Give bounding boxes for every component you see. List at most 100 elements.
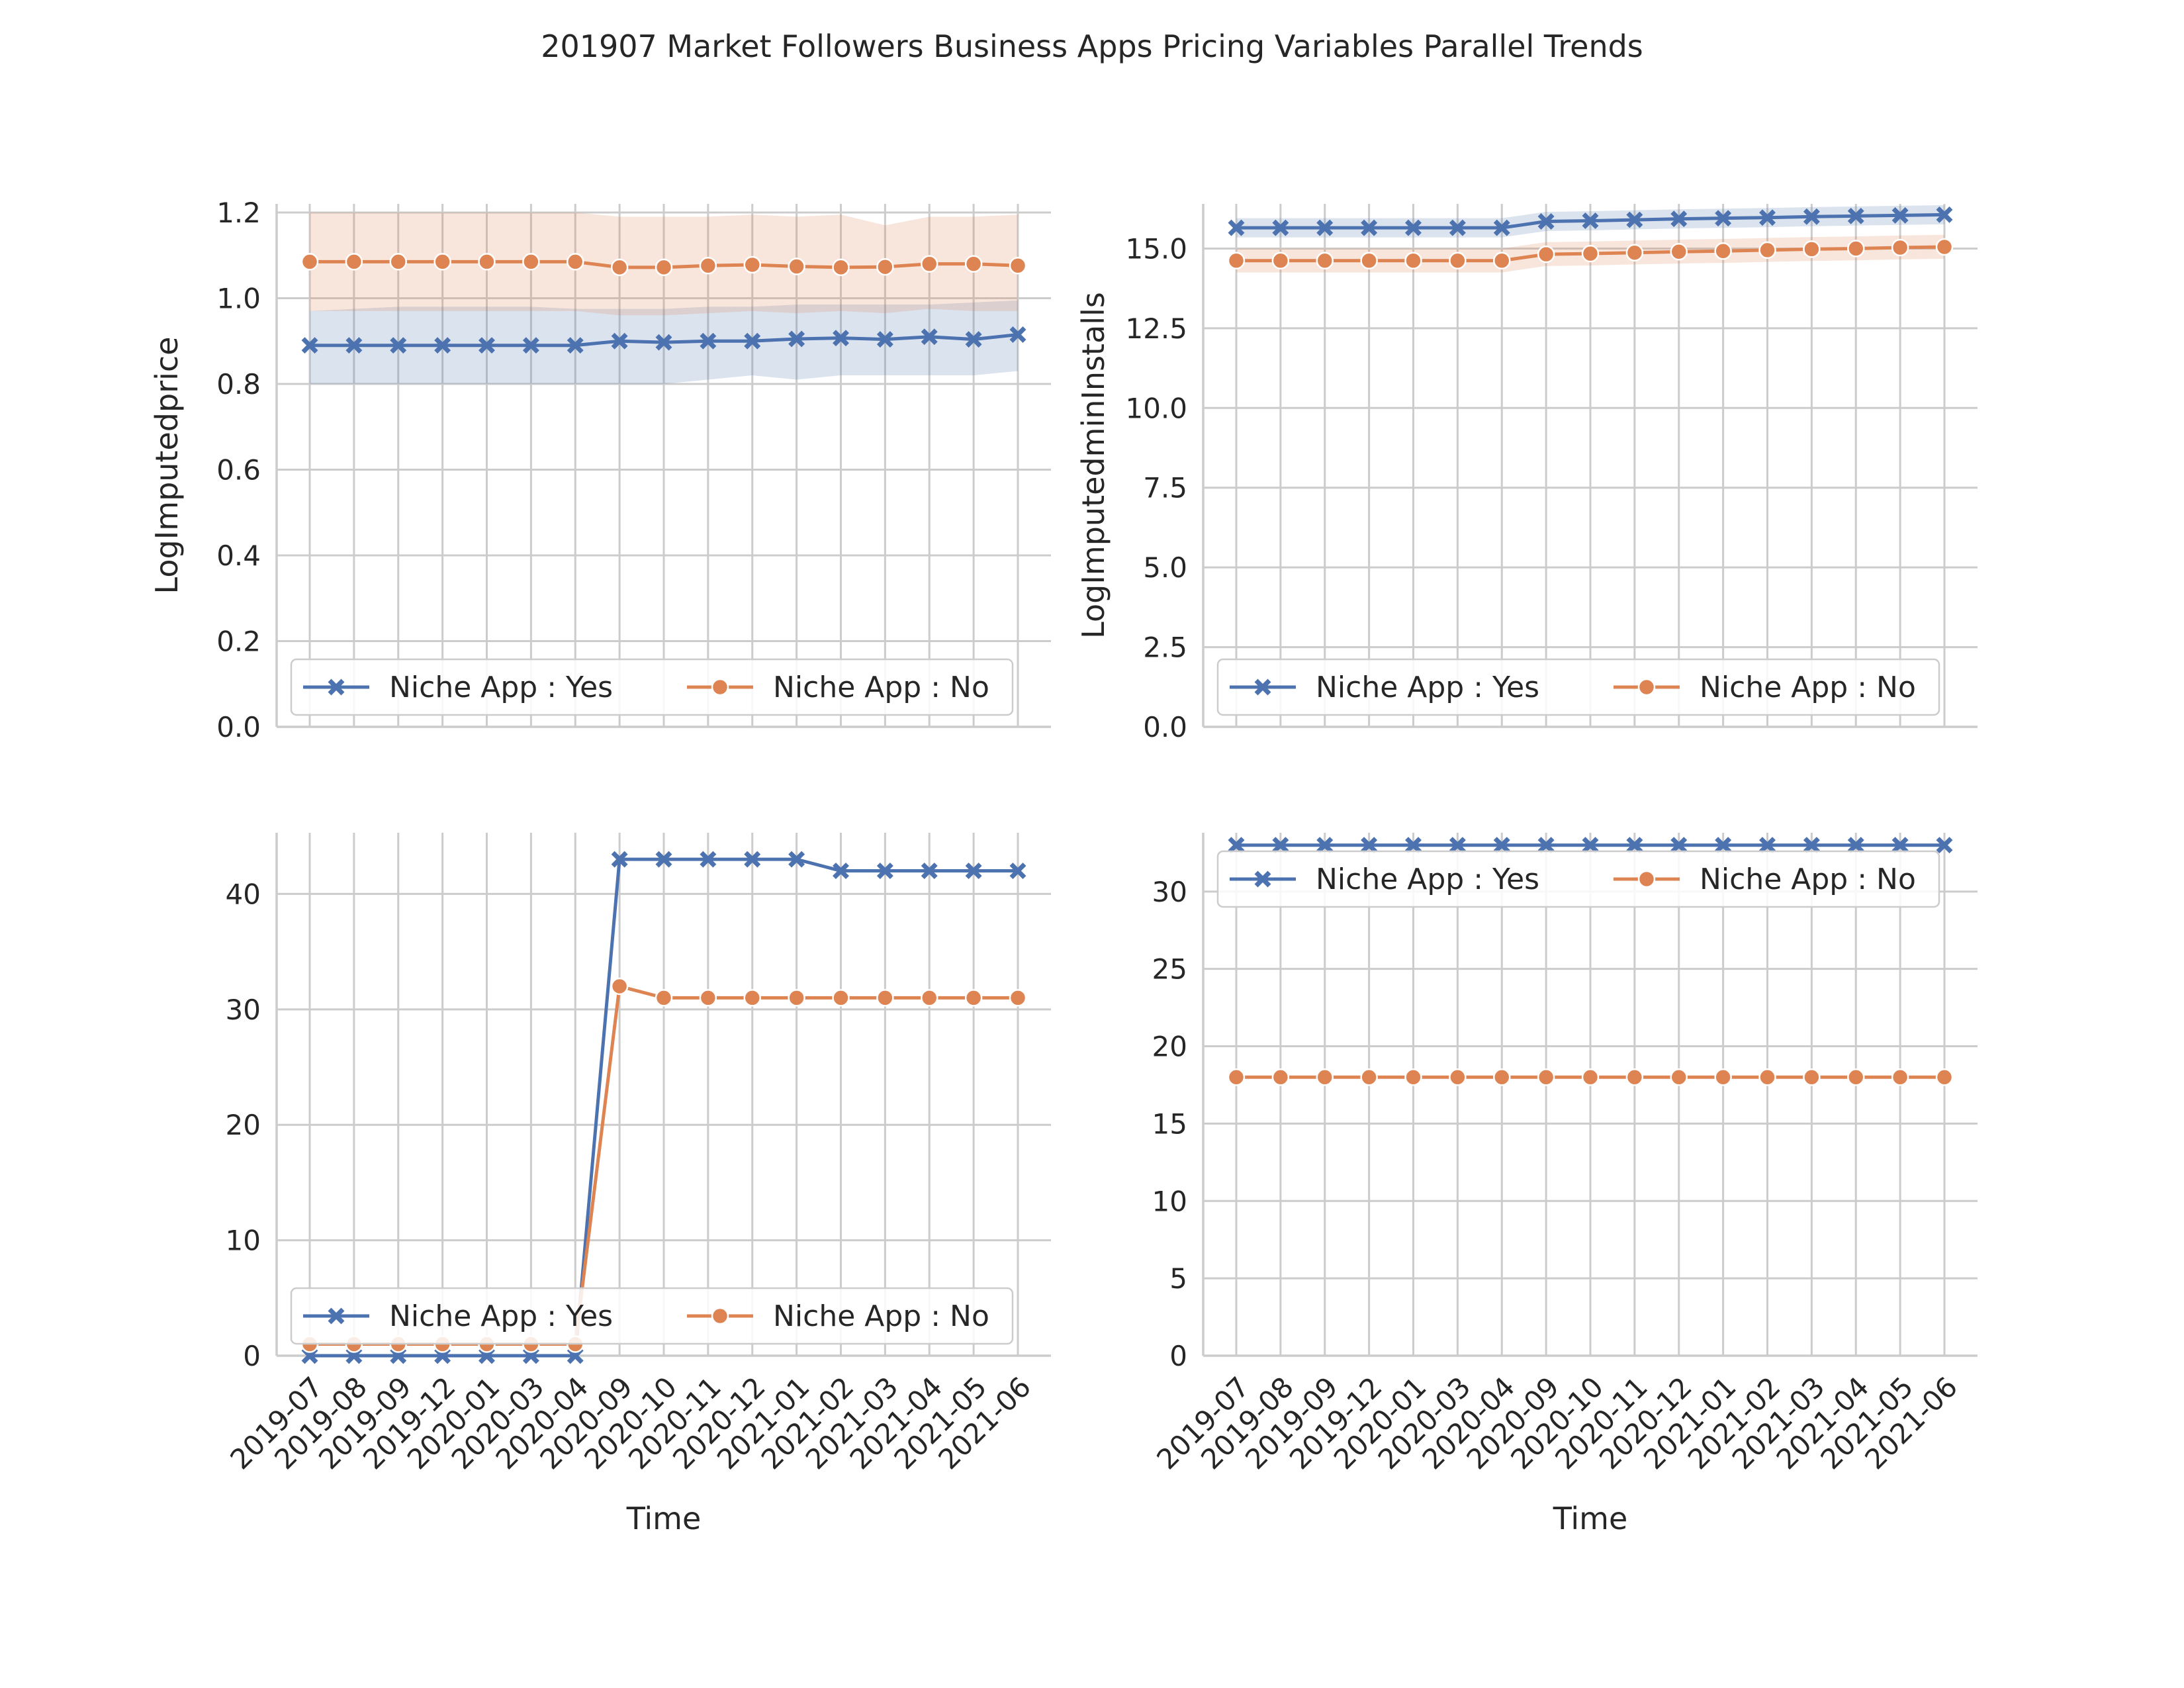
legend-box	[1216, 658, 1940, 716]
data-point-no	[1360, 252, 1378, 269]
data-point-yes	[833, 863, 849, 880]
data-point-yes	[1361, 219, 1378, 236]
x-axis-label: Time	[626, 1501, 702, 1536]
grid	[1203, 204, 1978, 728]
data-point-no	[1537, 245, 1555, 263]
data-point-no	[300, 253, 319, 271]
data-point-no	[832, 258, 850, 277]
series-no	[1227, 238, 1954, 269]
y-tick-label: 0.0	[1143, 711, 1187, 743]
y-tick-label: 1.0	[216, 282, 261, 314]
y-tick-label: 0.6	[216, 453, 261, 486]
data-point-yes	[1759, 837, 1776, 854]
data-point-yes	[1936, 837, 1953, 854]
data-point-yes	[1759, 209, 1776, 226]
legend-label: Niche App : Yes	[389, 671, 613, 704]
data-point-yes	[1009, 863, 1026, 880]
subplots: 0.0 0.2 0.4 0.6 0.8 1.0 1.2 LogImputedprice Nich…	[149, 197, 1978, 1536]
data-point-yes	[1891, 207, 1909, 224]
data-point-no	[876, 258, 894, 276]
data-point-yes	[1715, 837, 1732, 854]
data-point-yes	[744, 851, 761, 868]
data-point-no	[832, 989, 850, 1007]
y-tick-label: 30	[226, 994, 261, 1026]
y-tick-label: 0.0	[216, 711, 261, 743]
y-tick-label: 10	[226, 1225, 261, 1257]
y-tick-label: 1.2	[216, 197, 261, 229]
data-point-yes	[390, 337, 407, 354]
data-point-yes	[1228, 837, 1245, 854]
data-point-yes	[522, 337, 539, 354]
data-point-yes	[1316, 219, 1334, 236]
data-point-yes	[1493, 837, 1510, 854]
data-point-no	[522, 253, 540, 271]
y-axis-label: LogImputedminInstalls	[1075, 292, 1111, 639]
data-point-no	[1227, 1068, 1246, 1086]
data-point-yes	[1405, 219, 1422, 236]
data-point-no	[1847, 1068, 1865, 1086]
data-point-yes	[788, 330, 805, 348]
series-yes	[1228, 206, 1953, 236]
data-point-no	[743, 989, 761, 1007]
data-point-no	[1581, 244, 1600, 263]
series-no	[1227, 1068, 1954, 1086]
data-point-no	[345, 253, 363, 271]
data-point-no	[921, 255, 938, 273]
data-point-yes	[1361, 837, 1378, 854]
data-point-no	[1625, 1068, 1644, 1086]
data-point-no	[1493, 1068, 1511, 1086]
data-point-yes	[1670, 211, 1688, 228]
data-point-no	[1803, 240, 1821, 258]
y-tick-label: 15.0	[1125, 232, 1187, 265]
subplot-3: 0102030402019-072019-082019-092019-12202…	[224, 833, 1051, 1536]
data-point-no	[1625, 244, 1644, 261]
data-point-yes	[434, 337, 451, 354]
legend-label: Niche App : Yes	[1316, 863, 1539, 896]
data-point-no	[1449, 252, 1467, 269]
data-point-yes	[1316, 837, 1334, 854]
y-tick-label: 15	[1152, 1107, 1187, 1140]
legend-label: Niche App : No	[773, 1299, 989, 1333]
x-axis-label: Time	[1553, 1501, 1628, 1536]
y-tick-label: 20	[226, 1109, 261, 1141]
legend-marker	[1254, 679, 1271, 696]
data-point-no	[1935, 1068, 1954, 1086]
chart-title: 201907 Market Followers Business Apps Pr…	[541, 28, 1643, 64]
data-point-no	[1271, 1068, 1290, 1086]
data-point-no	[1316, 1068, 1334, 1086]
y-tick-label: 0	[1169, 1340, 1187, 1372]
data-point-yes	[1803, 837, 1820, 854]
data-point-yes	[1537, 837, 1555, 854]
data-point-no	[1537, 1068, 1555, 1086]
data-point-no	[1670, 243, 1688, 261]
data-point-no	[567, 253, 584, 271]
data-point-no	[1449, 1068, 1467, 1086]
data-point-yes	[788, 851, 805, 868]
subplot-4: 0510152025302019-072019-082019-092019-12…	[1150, 833, 1978, 1536]
legend: Niche App : Yes Niche App : No	[290, 1287, 1014, 1345]
y-tick-label: 5.0	[1143, 551, 1187, 584]
legend-marker	[328, 679, 345, 696]
legend-entry-no: Niche App : No	[687, 671, 989, 704]
legend-label: Niche App : Yes	[389, 1299, 613, 1333]
data-point-yes	[1537, 213, 1555, 230]
data-point-yes	[1803, 208, 1820, 225]
data-point-yes	[1405, 837, 1422, 854]
data-point-no	[610, 258, 629, 277]
data-point-no	[1758, 1068, 1776, 1086]
y-tick-label: 10.0	[1125, 392, 1187, 424]
y-tick-label: 30	[1152, 876, 1187, 908]
data-point-yes	[744, 332, 761, 350]
data-point-yes	[1582, 837, 1599, 854]
data-point-no	[788, 258, 805, 275]
data-point-no	[699, 256, 717, 275]
data-point-yes	[1847, 207, 1864, 224]
data-point-yes	[833, 330, 849, 347]
legend: Niche App : Yes Niche App : No	[1216, 850, 1940, 908]
legend-entry-no: Niche App : No	[687, 1299, 989, 1333]
legend-box	[290, 1287, 1014, 1345]
data-point-no	[1404, 252, 1422, 269]
series-yes	[301, 326, 1026, 354]
